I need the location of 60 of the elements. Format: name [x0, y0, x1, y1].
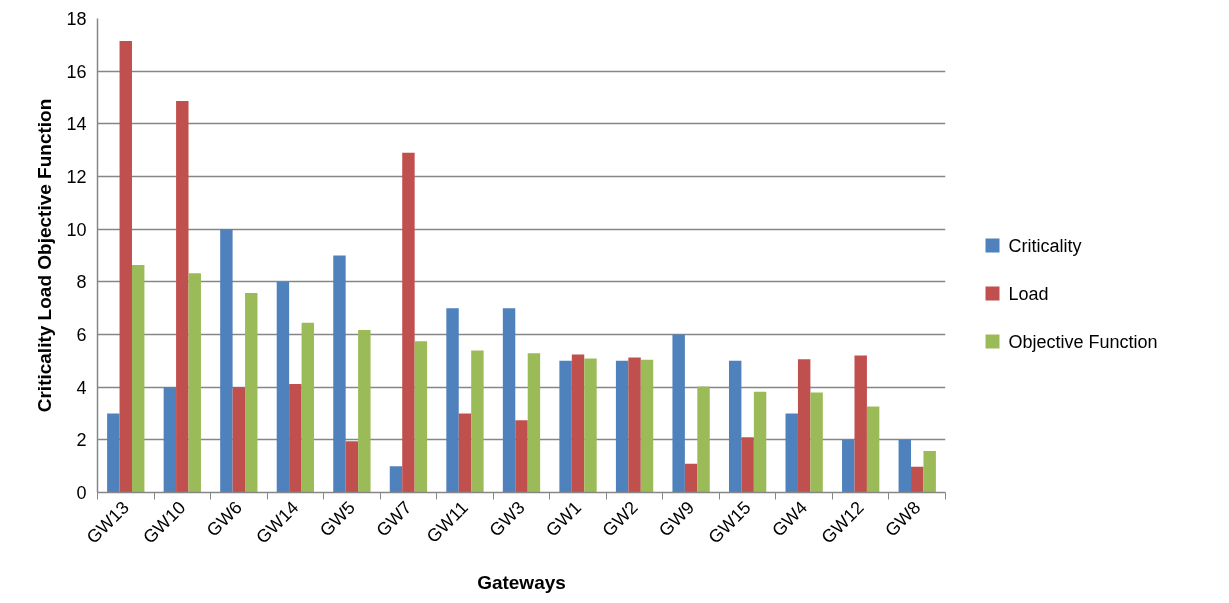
bar	[131, 264, 145, 493]
bar	[810, 392, 823, 493]
bar	[119, 40, 132, 493]
y-axis-title: Criticality Load Objective Function	[34, 98, 56, 413]
legend-label: Objective Function	[1008, 331, 1158, 352]
bar	[333, 255, 346, 493]
bar	[697, 386, 710, 493]
bar	[785, 413, 798, 493]
bar	[163, 387, 177, 493]
x-axis-title: Gateways	[477, 571, 566, 593]
bar	[672, 334, 685, 493]
bar	[571, 354, 585, 493]
y-tick-label: 12	[66, 167, 87, 187]
legend-label: Load	[1008, 283, 1049, 304]
bar	[797, 359, 811, 493]
bar	[502, 308, 516, 493]
bar	[414, 341, 428, 493]
bar	[898, 439, 912, 493]
y-tick-label: 2	[76, 430, 87, 451]
bar	[628, 357, 641, 493]
bar	[345, 441, 359, 493]
y-tick-label: 4	[76, 377, 87, 398]
y-tick-label: 10	[66, 219, 87, 240]
bar	[753, 391, 767, 493]
y-tick-label: 6	[76, 325, 87, 345]
y-tick-label: 16	[66, 61, 87, 82]
bar	[402, 152, 415, 493]
bar	[615, 360, 629, 493]
bar	[515, 420, 528, 493]
bar	[107, 413, 120, 493]
y-tick-label: 0	[76, 483, 87, 503]
bar	[389, 466, 403, 493]
bar	[866, 406, 880, 493]
bar	[232, 387, 246, 493]
bar	[728, 360, 742, 493]
bar	[471, 350, 484, 493]
bar	[289, 384, 302, 493]
bar	[741, 437, 754, 493]
bar	[176, 100, 189, 493]
y-tick-label: 8	[76, 272, 87, 293]
bar	[559, 360, 572, 493]
bar	[854, 355, 867, 493]
bar	[301, 322, 315, 493]
bar	[684, 463, 698, 493]
bar	[527, 353, 541, 493]
bar	[276, 281, 290, 493]
y-tick-label: 18	[66, 9, 87, 29]
bar	[188, 273, 201, 493]
bar	[911, 466, 924, 493]
y-tick-label: 14	[66, 114, 87, 135]
bar	[220, 229, 233, 493]
bar	[446, 308, 459, 493]
bar	[584, 358, 597, 493]
bar	[358, 330, 371, 493]
bar	[245, 292, 258, 493]
legend-label: Criticality	[1008, 235, 1082, 256]
bar	[842, 439, 855, 493]
bar	[640, 359, 654, 493]
bar	[923, 450, 936, 493]
bar	[458, 413, 472, 493]
